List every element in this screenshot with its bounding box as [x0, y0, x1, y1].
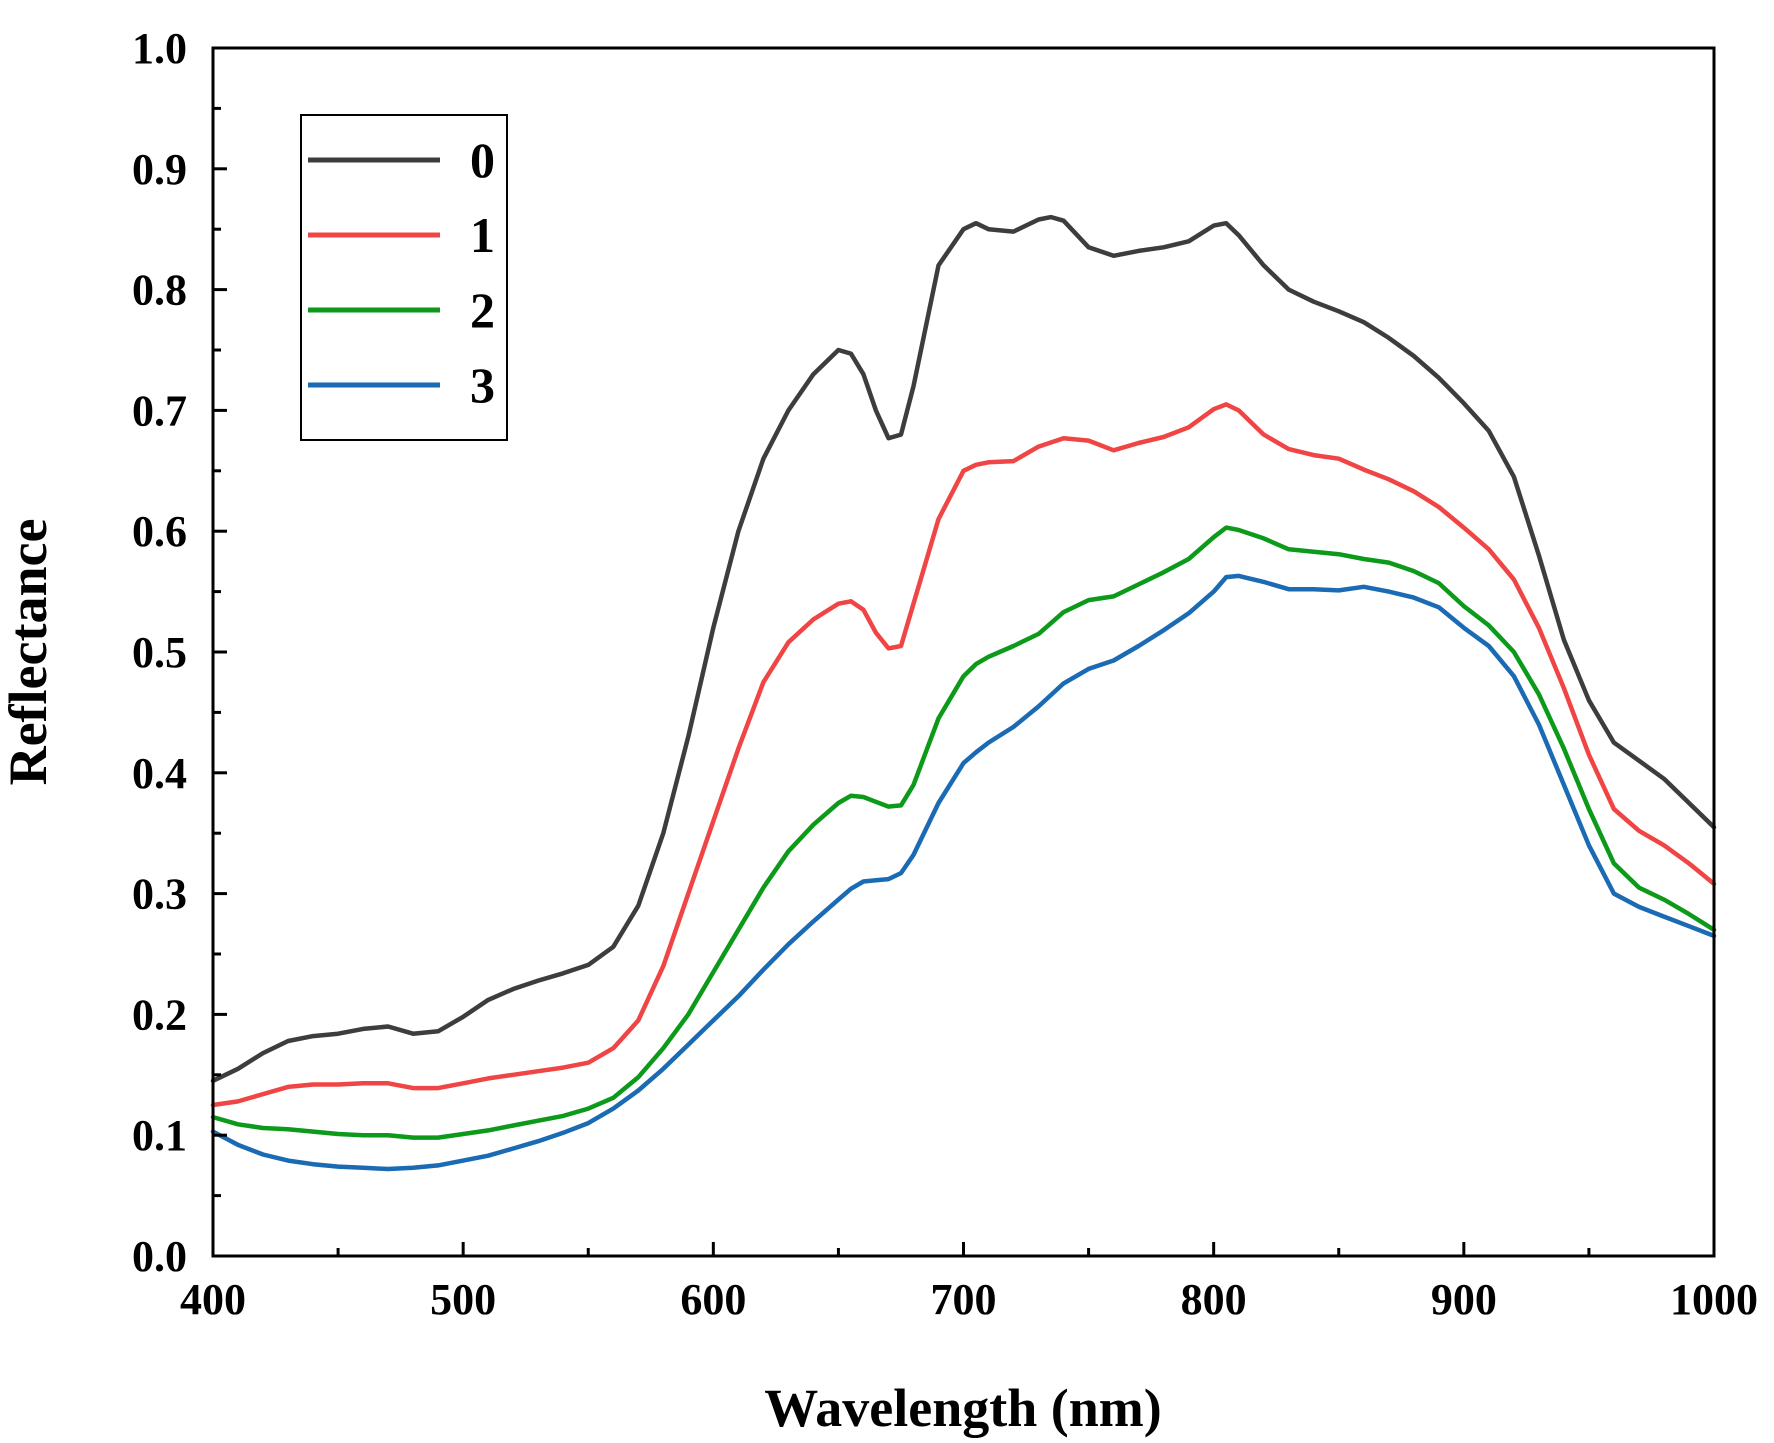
y-axis: 0.0 0.1 0.2 0.3 0.4 0.5 0.6 0.7 0.8 0.9 1.0 [132, 24, 227, 1281]
x-tick-label: 700 [931, 1275, 997, 1324]
y-tick-label: 0.1 [132, 1111, 187, 1160]
series-line-0 [210, 214, 1717, 1084]
x-axis-title: Wavelength (nm) [764, 1378, 1162, 1438]
y-tick-label: 0.4 [132, 749, 187, 798]
legend-label-3: 3 [470, 357, 495, 413]
legend: 0 1 2 3 [300, 114, 508, 441]
y-tick-label: 0.2 [132, 990, 187, 1039]
legend-label-1: 1 [470, 207, 495, 263]
series-line-1 [210, 402, 1717, 1108]
y-tick-label: 1.0 [132, 24, 187, 73]
x-axis: 400 500 600 700 800 900 1000 [180, 1242, 1758, 1324]
legend-label-2: 2 [470, 282, 495, 338]
legend-label-0: 0 [470, 132, 495, 188]
y-tick-label: 0.8 [132, 266, 187, 315]
y-tick-label: 0.0 [132, 1232, 187, 1281]
plot-lines [210, 214, 1717, 1172]
x-tick-label: 1000 [1670, 1275, 1758, 1324]
x-tick-label: 500 [430, 1275, 496, 1324]
x-tick-label: 900 [1431, 1275, 1497, 1324]
x-tick-label: 600 [680, 1275, 746, 1324]
y-tick-label: 0.6 [132, 507, 187, 556]
y-tick-label: 0.9 [132, 145, 187, 194]
series-line-3 [210, 573, 1717, 1172]
y-tick-label: 0.7 [132, 386, 187, 435]
x-tick-label: 400 [180, 1275, 246, 1324]
y-tick-label: 0.5 [132, 628, 187, 677]
y-axis-title: Reflectance [0, 519, 58, 786]
x-tick-label: 800 [1181, 1275, 1247, 1324]
y-tick-label: 0.3 [132, 870, 187, 919]
series-line-2 [210, 525, 1717, 1140]
